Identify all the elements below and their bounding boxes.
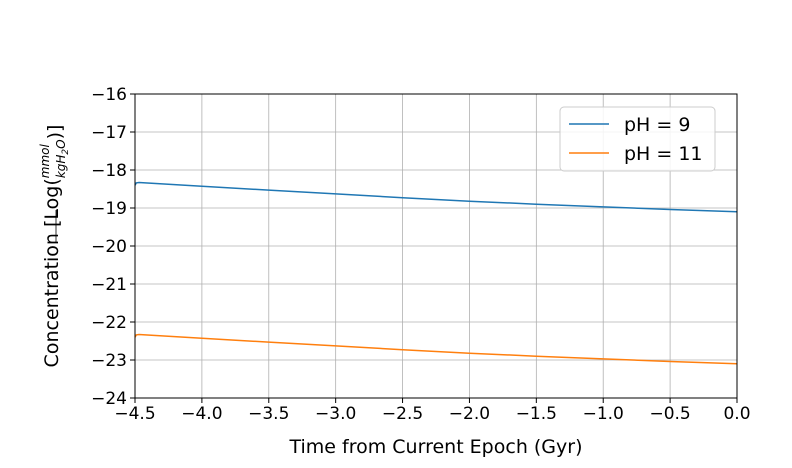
x-tick-label: −4.5 [114,404,155,424]
y-tick-label: −22 [91,313,127,333]
y-axis-title-denominator: kgH [54,155,68,179]
x-axis-title: Time from Current Epoch (Gyr) [288,436,582,458]
x-tick-label: −1.0 [583,404,624,424]
y-tick-label: −16 [91,85,127,105]
y-tick-label: −20 [91,237,127,257]
legend-label-1: pH = 9 [624,114,690,136]
x-tick-label: −3.5 [248,404,289,424]
y-tick-label: −23 [91,351,127,371]
y-axis-title-main: Concentration [Log( [41,178,63,367]
x-tick-label: −3.0 [315,404,356,424]
x-axis-ticks: −4.5 −4.0 −3.5 −3.0 −2.5 −2.0 −1.5 −1.0 −0.5 0.0 [114,398,751,424]
y-tick-label: −21 [91,275,127,295]
legend-box [559,106,716,172]
y-tick-label: −17 [91,123,127,143]
y-axis-title-subscript: 2 [61,149,71,155]
x-tick-label: 0.0 [723,404,750,424]
y-axis-title-after-subscript: O [54,139,68,148]
y-axis-title: Concentration [Log(mmol kgH2O)] [38,125,71,368]
x-tick-label: −4.0 [181,404,222,424]
series-line-2 [134,333,738,365]
y-axis-title-suffix: )] [44,125,66,140]
x-tick-label: −2.5 [382,404,423,424]
y-tick-label: −24 [91,389,127,409]
y-axis-title-numerator: mmol [38,144,52,179]
x-tick-label: −0.5 [649,404,690,424]
legend: pH = 9 pH = 11 [559,106,716,172]
legend-label-2: pH = 11 [624,143,703,165]
x-tick-label: −2.0 [449,404,490,424]
y-tick-label: −18 [91,161,127,181]
series-lines [134,181,738,365]
x-tick-label: −1.5 [516,404,557,424]
y-axis-ticks: −16 −17 −18 −19 −20 −21 −22 −23 −24 [91,85,135,409]
y-tick-label: −19 [91,199,127,219]
series-line-1 [134,181,738,213]
